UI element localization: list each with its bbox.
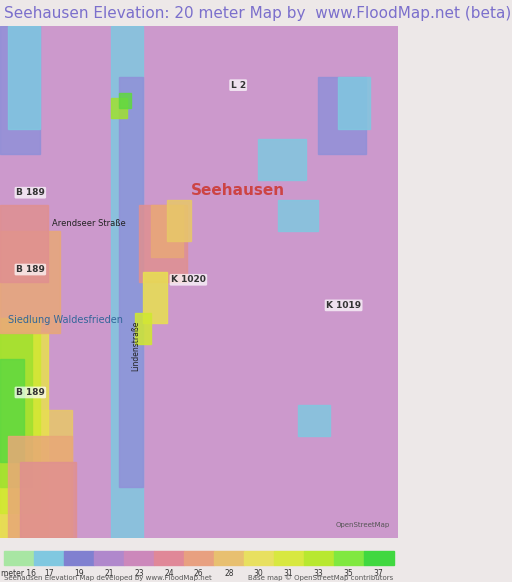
Text: Base map © OpenStreetMap contributors: Base map © OpenStreetMap contributors	[248, 574, 394, 581]
Bar	[119, 93, 131, 108]
Text: Seehausen Elevation Map developed by www.FloodMap.net: Seehausen Elevation Map developed by www…	[4, 574, 212, 581]
Bar	[119, 77, 143, 487]
Bar	[279, 200, 318, 231]
Text: 33: 33	[314, 569, 324, 578]
Text: L 2: L 2	[230, 81, 246, 90]
Text: OpenStreetMap: OpenStreetMap	[335, 522, 390, 528]
Bar	[0, 333, 32, 487]
Text: Seehausen: Seehausen	[191, 183, 285, 198]
Text: 30: 30	[254, 569, 264, 578]
Bar	[8, 436, 72, 538]
Text: Arendseer Straße: Arendseer Straße	[52, 219, 125, 228]
Bar	[8, 26, 40, 129]
Bar	[4, 551, 34, 565]
Bar	[0, 333, 48, 538]
Bar	[318, 77, 366, 154]
Bar	[364, 551, 394, 565]
Text: 19: 19	[74, 569, 84, 578]
Bar	[167, 200, 191, 242]
Text: 17: 17	[44, 569, 54, 578]
Bar	[244, 551, 274, 565]
Bar	[0, 359, 24, 462]
Text: B 189: B 189	[16, 188, 45, 197]
Text: 35: 35	[344, 569, 353, 578]
Bar	[259, 139, 306, 180]
Text: 31: 31	[284, 569, 293, 578]
Text: 37: 37	[374, 569, 383, 578]
Text: 26: 26	[194, 569, 204, 578]
Bar	[34, 551, 64, 565]
Bar	[20, 462, 76, 538]
Bar	[151, 205, 183, 257]
Bar	[94, 551, 124, 565]
Bar	[111, 26, 143, 538]
Bar	[111, 98, 127, 118]
Bar	[0, 410, 72, 538]
Text: 23: 23	[134, 569, 144, 578]
Bar	[0, 26, 40, 154]
Bar	[0, 318, 40, 513]
Bar	[298, 405, 330, 436]
Bar	[304, 551, 334, 565]
Text: B 189: B 189	[16, 265, 45, 274]
Bar	[143, 272, 167, 323]
Bar	[124, 551, 154, 565]
Bar	[154, 551, 184, 565]
Text: Siedlung Waldesfrieden: Siedlung Waldesfrieden	[8, 315, 123, 325]
Bar	[338, 77, 370, 129]
Text: 28: 28	[224, 569, 233, 578]
Bar	[214, 551, 244, 565]
Text: 21: 21	[104, 569, 114, 578]
Text: K 1020: K 1020	[171, 275, 206, 284]
Text: meter 16: meter 16	[2, 569, 36, 578]
Bar	[139, 205, 187, 282]
Text: Lindenstraße: Lindenstraße	[131, 321, 140, 371]
Text: B 189: B 189	[16, 388, 45, 397]
Bar	[184, 551, 214, 565]
Bar	[334, 551, 364, 565]
Bar	[0, 231, 59, 333]
Text: 24: 24	[164, 569, 174, 578]
Bar	[274, 551, 304, 565]
Bar	[0, 205, 48, 282]
Bar	[64, 551, 94, 565]
Bar	[135, 313, 151, 344]
Text: K 1019: K 1019	[326, 301, 361, 310]
Text: Seehausen Elevation: 20 meter Map by  www.FloodMap.net (beta): Seehausen Elevation: 20 meter Map by www…	[4, 6, 511, 20]
